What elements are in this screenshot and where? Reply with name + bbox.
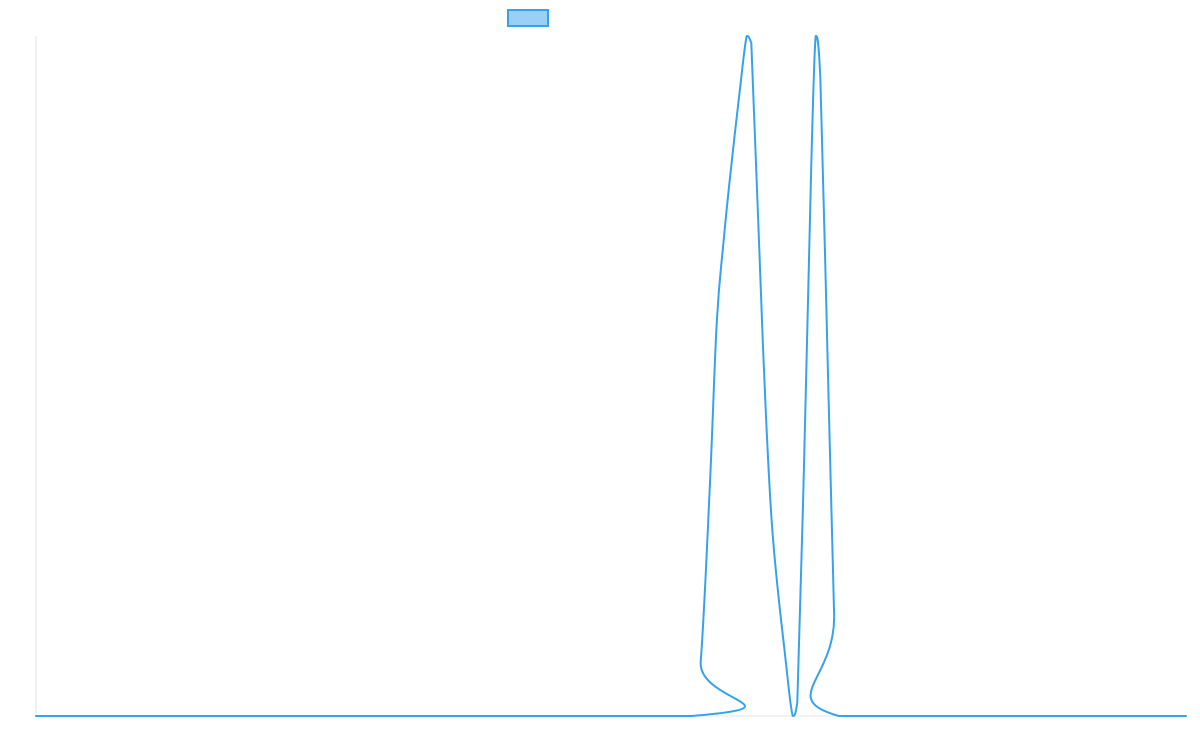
axes — [35, 36, 1186, 717]
series-group — [35, 35, 1187, 718]
series-line-0 — [35, 35, 1187, 718]
legend-swatch[interactable] — [507, 9, 549, 27]
legend[interactable] — [507, 9, 549, 27]
